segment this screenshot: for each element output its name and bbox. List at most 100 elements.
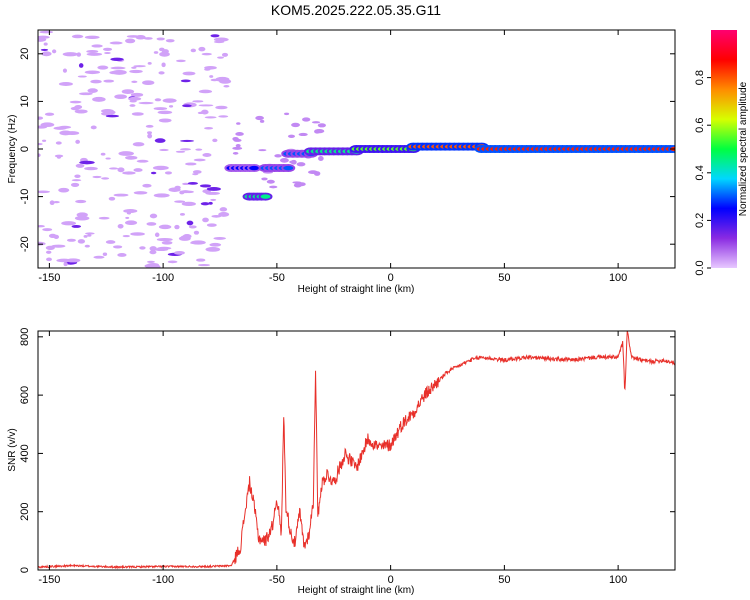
spectrogram-noise-blob: [219, 207, 228, 212]
spectrogram-noise-blob: [218, 211, 230, 217]
spectrogram-noise-blob: [79, 160, 95, 165]
snr-x-axis-title: Height of straight line (km): [298, 585, 415, 596]
spectrogram-noise-blob: [138, 101, 154, 105]
spectrogram-noise-blob: [152, 165, 169, 171]
colorbar-bar: [711, 30, 737, 268]
spectrogram-y-tick-label: 10: [19, 95, 31, 107]
spectrogram-noise-blob: [117, 167, 125, 173]
spectrogram-noise-blob: [129, 69, 143, 74]
spectrogram-noise-blob: [145, 124, 154, 128]
spectrogram-noise-blob: [42, 228, 53, 232]
spectrogram-noise-blob: [211, 215, 222, 218]
spectrogram-noise-blob: [108, 196, 116, 201]
spectrogram-noise-blob: [193, 230, 200, 235]
spectrogram-y-axis-title: Frequency (Hz): [7, 115, 18, 184]
spectrogram-noise-blob: [109, 167, 119, 170]
spectrogram-noise-blob: [38, 225, 45, 228]
spectrogram-noise-blob: [71, 34, 84, 39]
spectrogram-noise-blob: [103, 47, 113, 51]
spectrogram-noise-blob: [279, 158, 289, 163]
spectrogram-noise-blob: [185, 162, 197, 166]
spectrogram-noise-blob: [43, 42, 48, 46]
spectrogram-noise-blob: [190, 48, 197, 53]
spectrogram-noise-blob: [287, 134, 296, 138]
spectrogram-noise-blob: [192, 170, 202, 174]
spectrogram-noise-blob: [236, 122, 241, 125]
spectrogram-noise-blob: [197, 263, 211, 267]
spectrogram-noise-blob: [71, 179, 82, 182]
spectrogram-noise-blob: [196, 258, 206, 262]
spectrogram-noise-blob: [69, 100, 82, 104]
spectrogram-noise-blob: [153, 51, 159, 54]
spectrogram-noise-blob: [105, 240, 116, 244]
spectrogram-x-tick-label: 0: [388, 272, 394, 284]
spectrogram-noise-blob: [45, 250, 52, 254]
spectrogram-blobs: [38, 30, 675, 268]
spectrogram-noise-blob: [58, 82, 73, 86]
colorbar-title: Normalized spectral amplitude: [738, 81, 749, 216]
snr-x-tick-label: 100: [609, 574, 627, 586]
spectrogram-noise-blob: [181, 201, 196, 207]
spectrogram-noise-blob: [289, 160, 297, 164]
spectrogram-noise-blob: [168, 105, 174, 108]
spectrogram-noise-blob: [161, 240, 173, 245]
spectrogram-noise-blob: [87, 88, 98, 93]
spectrogram-noise-blob: [156, 237, 173, 242]
spectrogram-noise-blob: [74, 109, 88, 114]
colorbar-tick-label: 0.0: [694, 260, 706, 275]
spectrogram-noise-blob: [51, 244, 66, 248]
spectrogram-noise-blob: [298, 132, 308, 137]
spectrogram-noise-blob: [76, 52, 82, 57]
spectrogram-noise-blob: [85, 232, 95, 235]
spectrogram-noise-blob: [125, 220, 138, 226]
spectrogram-noise-blob: [156, 37, 165, 41]
spectrogram-noise-blob: [132, 142, 145, 147]
spectrogram-noise-blob: [58, 125, 72, 129]
spectrogram-noise-blob: [179, 212, 185, 216]
spectrogram-noise-blob: [133, 65, 146, 68]
spectrogram-noise-blob: [84, 166, 98, 171]
snr-x-ticks: -150 -100 -50 0 50 100: [38, 331, 627, 586]
spectrogram-noise-blob: [232, 146, 243, 150]
spectrogram-noise-blob: [56, 154, 62, 159]
spectrogram-noise-blob: [235, 132, 244, 136]
spectrogram-noise-blob: [133, 191, 148, 195]
spectrogram-noise-blob: [66, 238, 76, 242]
spectrogram-noise-blob: [198, 46, 206, 52]
spectrogram-noise-blob: [87, 234, 92, 237]
snr-x-tick-label: 50: [498, 574, 510, 586]
spectrogram-noise-blob: [182, 71, 196, 76]
snr-x-tick-label: 0: [388, 574, 394, 586]
spectrogram-noise-blob: [210, 78, 219, 82]
spectrogram-noise-blob: [161, 62, 166, 68]
spectrogram-noise-blob: [86, 52, 103, 56]
spectrogram-noise-blob: [204, 116, 217, 119]
spectrogram-noise-blob: [84, 35, 100, 39]
spectrogram-noise-blob: [56, 258, 72, 263]
spectrogram-noise-blob: [233, 138, 242, 142]
spectrogram-noise-blob: [84, 70, 101, 75]
spectrogram-noise-blob: [123, 209, 138, 214]
spectrogram-noise-blob: [154, 138, 166, 143]
spectrogram-noise-blob: [103, 110, 116, 115]
snr-y-tick-label: 800: [19, 328, 31, 346]
spectrogram-noise-blob: [266, 179, 275, 184]
spectrogram-noise-blob: [146, 260, 156, 263]
spectrogram-noise-blob: [213, 40, 225, 44]
spectrogram-noise-blob: [75, 163, 85, 168]
spectrogram-noise-blob: [157, 110, 173, 115]
spectrogram-noise-blob: [180, 235, 186, 240]
colorbar-tick-label: 0.4: [694, 165, 706, 180]
spectrogram-noise-blob: [53, 200, 60, 204]
colorbar-tick-label: 0.8: [694, 70, 706, 85]
spectrogram-noise-blob: [42, 139, 47, 142]
spectrogram-noise-blob: [209, 242, 222, 247]
spectrogram-noise-blob: [101, 177, 110, 180]
spectrogram-noise-blob: [206, 223, 217, 227]
spectrogram-noise-blob: [125, 38, 136, 44]
spectrogram-x-tick-label: 100: [609, 272, 627, 284]
spectrogram-noise-blob: [174, 224, 180, 230]
spectrogram-noise-blob: [127, 96, 142, 101]
spectrogram-noise-blob: [77, 239, 86, 244]
